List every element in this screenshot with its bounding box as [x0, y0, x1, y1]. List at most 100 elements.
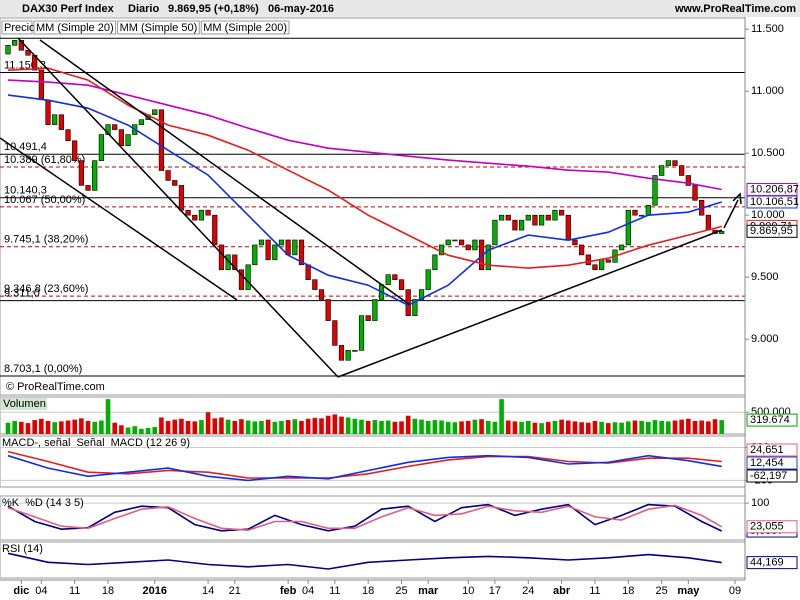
trendline: [337, 229, 723, 378]
candle: [198, 209, 205, 221]
legend-entry: RSI (14): [2, 543, 43, 555]
volume-bar: [532, 422, 538, 434]
candle: [458, 239, 465, 246]
level-label: 9.311,0: [4, 288, 40, 300]
volume-bar: [205, 412, 211, 434]
volume-bar: [666, 421, 671, 434]
candle: [398, 279, 405, 290]
candle: [245, 264, 251, 290]
candle: [112, 124, 118, 130]
arrow: [723, 199, 739, 229]
watermark: © ProRealTime.com: [6, 381, 105, 393]
legend-entry: MM (Simple 50): [120, 22, 198, 34]
volume-bar: [492, 421, 498, 434]
last-value: 10.106,51: [750, 196, 799, 208]
candle: [85, 185, 91, 191]
candle: [518, 219, 525, 231]
legend-box: [1, 20, 33, 35]
volume-bar: [265, 419, 271, 434]
candle: [205, 209, 211, 216]
arrow-head: [732, 192, 742, 205]
candle: [152, 109, 158, 116]
legend-box: [117, 20, 200, 35]
candle: [312, 279, 318, 290]
candle: [65, 129, 71, 142]
volume-bar: [519, 421, 524, 434]
candle: [118, 129, 124, 147]
candle: [38, 69, 44, 101]
candle: [325, 299, 331, 321]
volume-bar: [192, 421, 198, 434]
volume-bar: [479, 419, 484, 434]
x-tick-label: 24: [522, 585, 534, 597]
candle: [138, 119, 145, 125]
last-value: 44,169: [750, 557, 784, 569]
volume-bar: [212, 418, 218, 434]
volume-bar: [626, 421, 631, 434]
y-tick-label: 100: [751, 497, 769, 509]
candle: [579, 244, 585, 256]
volume-bar: [279, 420, 284, 434]
volume-bar: [639, 420, 644, 434]
volume-bar: [392, 421, 398, 434]
volume-bar: [686, 418, 691, 434]
level-label: 10.491,4: [4, 141, 47, 153]
candle: [78, 160, 84, 186]
legend-entry: Señal: [76, 437, 104, 449]
volume-bar: [352, 418, 358, 434]
y-tick-label: 9.500: [751, 271, 779, 283]
volume-bar: [579, 422, 584, 434]
x-tick-label: 18: [622, 585, 634, 597]
candle: [172, 180, 178, 186]
volume-bar: [439, 420, 444, 434]
candle: [538, 214, 545, 226]
x-tick-label: 04: [302, 585, 314, 597]
candle: [218, 244, 225, 271]
trendline: [17, 37, 339, 378]
volume-bar: [712, 419, 718, 434]
volume-bar: [39, 418, 44, 434]
candle: [452, 239, 458, 242]
x-tick-label: feb: [280, 585, 297, 597]
candle: [692, 185, 698, 201]
price-change: 9.869,95 (+0,18%): [168, 3, 259, 15]
volume-bar: [632, 420, 638, 434]
volume-bar: [472, 419, 478, 434]
title: DAX30 Perf Index: [22, 3, 115, 15]
candle: [665, 160, 671, 166]
last-volume: 319.674: [750, 414, 790, 426]
volume-bar: [399, 421, 404, 434]
candle: [298, 239, 305, 266]
x-tick-label: 18: [362, 585, 374, 597]
volume-bar: [565, 420, 571, 434]
x-tick-label: dic: [13, 585, 29, 597]
volume-bar: [52, 422, 57, 434]
volume-bar: [99, 420, 104, 434]
candle: [105, 124, 111, 135]
legend-entry: MACD (12 26 9): [111, 437, 190, 449]
candle: [158, 109, 165, 171]
candle: [705, 214, 711, 231]
volume-bar: [432, 420, 438, 434]
x-tick-label: 21: [229, 585, 241, 597]
volume-bar: [405, 415, 411, 434]
y-tick-label: 11.500: [751, 23, 784, 35]
volume-bar: [152, 427, 158, 434]
candle: [552, 209, 558, 221]
candle: [125, 134, 131, 147]
series-line: [7, 504, 723, 532]
legend-price: Precio: [4, 22, 35, 34]
volume-bar: [125, 427, 131, 434]
series-line: [7, 67, 722, 269]
volume-bar: [292, 419, 298, 434]
level-label: 10.140,3: [4, 185, 47, 197]
volume-bar: [699, 420, 704, 434]
candle: [525, 214, 531, 221]
candle: [425, 269, 431, 290]
volume-bar: [652, 420, 658, 434]
volume-bar: [499, 399, 504, 434]
candle: [432, 254, 438, 271]
volume-bar: [319, 418, 324, 434]
candle: [659, 165, 665, 176]
